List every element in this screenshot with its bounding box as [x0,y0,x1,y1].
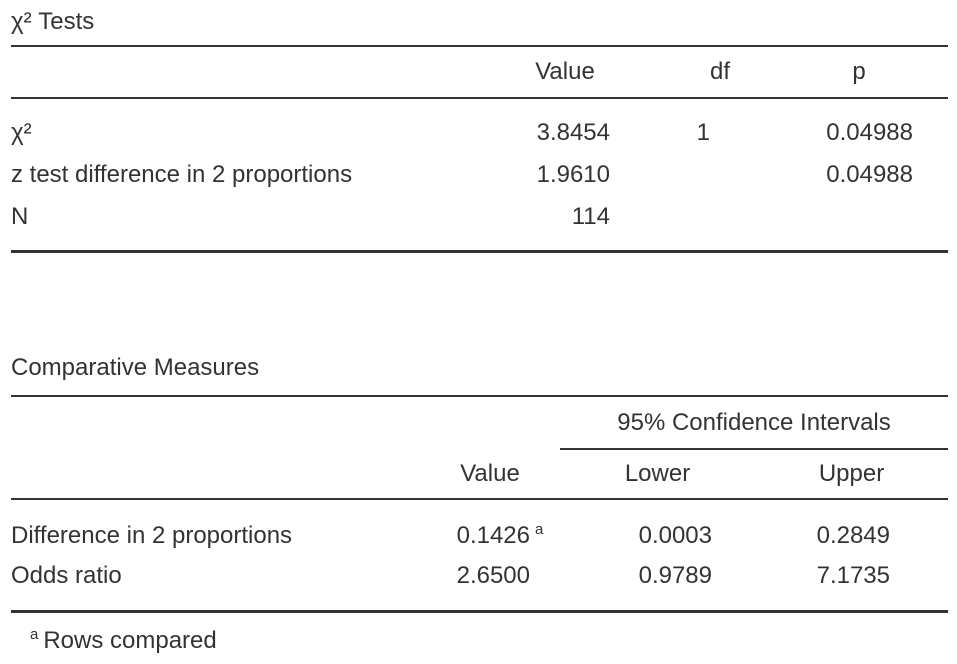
chi-tests-header: Value df p [11,46,948,99]
cell-value-number: 2.6500 [456,562,530,589]
table-row: χ² 3.8454 1 0.04988 [11,98,948,154]
chi-tests-section: χ² Tests Value df p χ² 3.8454 [0,0,957,253]
comparative-section: Comparative Measures 95% Confidence Inte… [0,354,957,655]
footnote: a Rows compared [30,627,957,655]
cell-upper: 0.2849 [816,522,890,549]
cell-p: 0.04988 [826,161,913,188]
cell-df [670,154,770,196]
cell-value: 0.1426 a [456,521,544,549]
row-label: z test difference in 2 proportions [11,161,353,188]
col-header-p: p [770,46,948,99]
comparative-table: 95% Confidence Intervals Value Lower Upp… [11,395,948,613]
col-header-df: df [670,46,770,99]
cell-value-number: 0.1426 [456,522,530,549]
col-header-value: Value [420,449,560,500]
cell-lower: 0.0003 [638,522,712,549]
row-label: N [11,203,29,230]
comparative-header: 95% Confidence Intervals Value Lower Upp… [11,396,948,500]
col-header-lower: Lower [560,449,755,500]
cell-value: 3.8454 [536,119,610,146]
cell-lower: 0.9789 [638,562,712,589]
row-label: Difference in 2 proportions [11,522,293,549]
table-row: N 114 [11,196,948,252]
ci-group-header: 95% Confidence Intervals [560,396,948,450]
cell-df: 1 [696,119,710,146]
table-row: Odds ratio 2.6500 0.9789 7.1735 [11,556,948,612]
group-header-row: 95% Confidence Intervals [11,396,948,450]
chi-tests-table: Value df p χ² 3.8454 1 0.04988 z test di… [11,45,948,253]
row-label: Odds ratio [11,562,122,589]
table-row: z test difference in 2 proportions 1.961… [11,154,948,196]
cell-p [770,196,948,252]
col-header-empty [11,46,460,99]
table-row: Difference in 2 proportions 0.1426 a 0.00… [11,499,948,556]
footnote-text: Rows compared [43,627,217,654]
cell-value: 2.6500 [420,556,560,612]
cell-value: 114 [571,203,610,230]
row-label: χ² [11,119,32,146]
group-header-spacer [11,396,560,449]
header-row: Value df p [11,46,948,99]
comparative-body: Difference in 2 proportions 0.1426 a 0.00… [11,499,948,612]
cell-df [670,196,770,252]
col-header-empty [11,449,420,500]
footnote-marker: a [30,626,39,643]
chi-tests-title: χ² Tests [11,8,95,35]
chi-tests-body: χ² 3.8454 1 0.04988 z test difference in… [11,98,948,252]
col-header-value: Value [460,46,670,99]
header-row: Value Lower Upper [11,449,948,500]
cell-value: 1.9610 [536,161,610,188]
comparative-title: Comparative Measures [11,354,260,381]
cell-upper: 7.1735 [816,562,890,589]
cell-p: 0.04988 [826,119,913,146]
col-header-upper: Upper [755,449,948,500]
